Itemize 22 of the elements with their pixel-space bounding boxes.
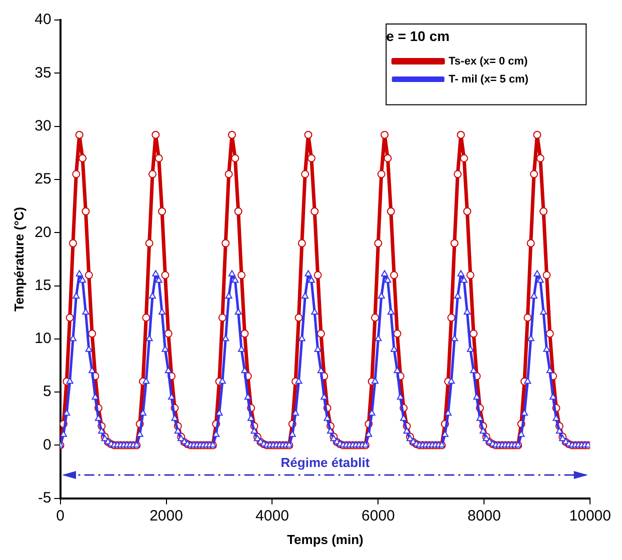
y-tick-label: 40 [34,11,52,28]
x-tick-label: 2000 [150,508,183,525]
x-tick-label: 6000 [362,508,395,525]
y-tick-label: 20 [34,224,52,241]
x-tick-label: 4000 [256,508,289,525]
legend-label: T- mil (x= 5 cm) [448,73,529,86]
y-tick-label: 30 [34,117,52,134]
x-tick-label: 8000 [467,508,501,525]
x-axis-title: Temps (min) [287,532,364,547]
y-tick-label: 35 [34,64,52,82]
legend-title: e = 10 cm [386,28,450,44]
y-tick-label: 0 [42,436,52,454]
x-tick-label: 10000 [569,508,612,525]
ref-line-label: Régime établit [280,455,370,470]
y-tick-label: 25 [34,170,52,188]
legend-label: Ts-ex (x= 0 cm) [448,55,528,68]
y-tick-label: 10 [34,330,52,348]
y-tick-label: 5 [42,383,52,400]
y-tick-label: -5 [38,490,52,507]
x-tick-label: 0 [56,508,64,525]
y-tick-label: 15 [34,276,52,294]
y-axis-title: Température (°C) [11,206,26,312]
